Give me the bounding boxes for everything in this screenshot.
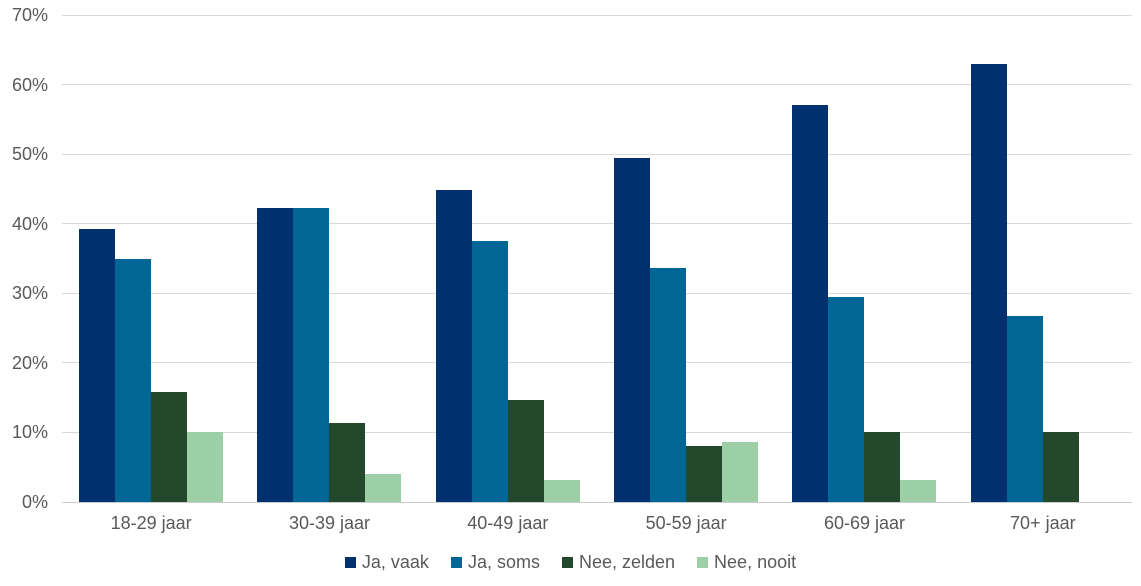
- gridline: [62, 223, 1132, 225]
- x-axis-tick-label: 30-39 jaar: [288, 513, 371, 533]
- legend-item: Nee, nooit: [697, 552, 796, 573]
- y-axis-tick-label: 0%: [21, 492, 48, 512]
- bar: [471, 241, 508, 502]
- x-axis-tick-label: 70+ jaar: [1010, 513, 1076, 533]
- bar-group-30-39-jaar: [240, 15, 418, 502]
- bar: [1006, 315, 1043, 502]
- y-axis-tick-label: 60%: [11, 74, 48, 95]
- bar: [293, 208, 330, 502]
- x-axis-tick-label: 50-59 jaar: [645, 513, 727, 533]
- gridline: [62, 431, 1132, 433]
- legend-marker-icon: [450, 557, 462, 568]
- bar-group-40-49-jaar: [419, 15, 597, 502]
- bar: [1042, 431, 1079, 502]
- gridline: [62, 14, 1132, 16]
- bar-group-50-59-jaar: [597, 15, 775, 502]
- bar: [864, 431, 901, 502]
- bar: [365, 473, 402, 502]
- bar-group-60-69-jaar: [775, 15, 953, 502]
- legend-label: Ja, soms: [467, 552, 540, 572]
- bar: [722, 441, 759, 502]
- bar: [792, 105, 829, 502]
- bar: [151, 392, 188, 502]
- bar: [187, 432, 224, 502]
- bar: [614, 157, 651, 502]
- plot-area: 0% 10% 20% 30% 40% 50% 60% 70%: [12, 5, 1132, 512]
- bar: [970, 63, 1007, 502]
- legend-label: Ja, vaak: [361, 552, 429, 572]
- bar: [435, 190, 472, 502]
- y-axis-tick-label: 20%: [11, 352, 48, 373]
- legend-marker-icon: [697, 557, 709, 568]
- bar-group-70+-jaar: [954, 15, 1132, 502]
- gridline: [62, 153, 1132, 155]
- y-axis-tick-label: 10%: [11, 422, 48, 443]
- bar: [828, 296, 865, 502]
- legend-marker-icon: [561, 557, 573, 568]
- gridline: [62, 362, 1132, 364]
- y-axis-tick-label: 70%: [11, 5, 48, 25]
- gridline: [62, 292, 1132, 294]
- legend: Ja, vaak Ja, soms Nee, zelden Nee, nooit: [0, 552, 1141, 573]
- legend-label: Nee, zelden: [578, 552, 676, 572]
- legend-item: Ja, vaak: [344, 552, 429, 573]
- gridline: [62, 84, 1132, 86]
- bar: [543, 480, 580, 502]
- legend-label: Nee, nooit: [714, 552, 797, 572]
- bar: [329, 423, 366, 502]
- bar-group-18-29-jaar: [62, 15, 240, 502]
- bar: [900, 480, 937, 502]
- bar: [115, 259, 152, 502]
- y-axis-tick-label: 30%: [11, 283, 48, 304]
- y-axis-tick-label: 40%: [11, 213, 48, 234]
- legend-item: Ja, soms: [450, 552, 540, 573]
- bar: [507, 400, 544, 502]
- legend-marker-icon: [344, 557, 356, 568]
- bar: [686, 446, 723, 502]
- x-axis-tick-label: 18-29 jaar: [110, 513, 192, 533]
- x-axis-tick-label: 40-49 jaar: [467, 513, 549, 533]
- bar: [79, 229, 116, 502]
- x-axis-tick-label: 60-69 jaar: [823, 513, 906, 533]
- y-axis-tick-label: 50%: [11, 144, 48, 165]
- bar: [257, 208, 294, 502]
- bar: [650, 268, 687, 502]
- legend-item: Nee, zelden: [561, 552, 676, 573]
